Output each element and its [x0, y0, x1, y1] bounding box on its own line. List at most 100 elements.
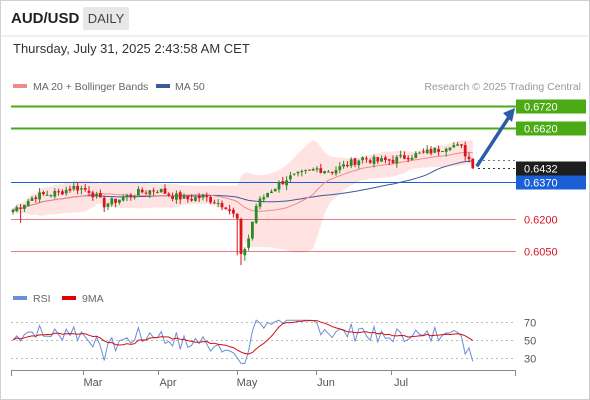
candle: [467, 152, 471, 163]
candle-body: [418, 152, 421, 154]
candle: [327, 169, 330, 173]
candle-body: [376, 157, 380, 162]
candle: [57, 188, 60, 196]
candle-body: [448, 147, 452, 151]
candle: [106, 202, 110, 211]
candle-body: [304, 170, 307, 172]
candle-body: [167, 193, 171, 196]
candle: [444, 147, 448, 157]
candle-body: [372, 156, 376, 164]
rsi-legend-label: RSI: [33, 293, 51, 305]
ma20-legend-swatch: [13, 84, 27, 88]
candle: [410, 154, 414, 161]
candle-body: [262, 197, 266, 200]
candle: [239, 217, 243, 266]
candle-body: [91, 192, 95, 198]
candle: [182, 193, 186, 200]
candle-body: [26, 200, 30, 206]
candle: [232, 207, 235, 218]
candle: [91, 190, 95, 201]
candle-body: [460, 144, 463, 146]
candle: [311, 167, 315, 171]
level-tag-target2: [516, 99, 586, 114]
candle: [281, 176, 285, 185]
candle: [201, 193, 205, 201]
rsi-level-label-30: 30: [524, 354, 536, 366]
candle: [262, 194, 266, 203]
candle-body: [357, 160, 361, 166]
candle-body: [273, 188, 277, 192]
candle-body: [15, 207, 19, 212]
candle: [64, 186, 68, 196]
candle: [437, 145, 440, 156]
candle-body: [319, 168, 323, 173]
candle: [45, 190, 49, 196]
candle: [399, 150, 402, 159]
candle: [175, 190, 178, 204]
candle-body: [384, 157, 387, 160]
candle: [148, 189, 152, 199]
candle-body: [349, 159, 353, 166]
candle-body: [353, 158, 357, 165]
candle: [452, 142, 456, 148]
candle-body: [395, 156, 399, 164]
candle-body: [140, 189, 144, 193]
candle-body: [258, 198, 262, 207]
candle: [368, 158, 372, 165]
candle: [133, 194, 136, 200]
candle: [315, 165, 319, 173]
candle-body: [399, 154, 402, 157]
x-axis-label-may: May: [237, 377, 258, 389]
candle: [152, 187, 155, 196]
candle: [334, 166, 338, 176]
candle: [68, 185, 72, 193]
bollinger-band-area: [13, 139, 473, 253]
candle-body: [452, 145, 456, 148]
candle-body: [425, 149, 429, 154]
candle: [205, 192, 209, 202]
candle-body: [300, 170, 304, 173]
candle: [87, 186, 91, 196]
candle-body: [235, 213, 239, 219]
candle: [463, 141, 467, 161]
candle: [209, 195, 212, 205]
level-tag-pivot: [516, 175, 586, 190]
candle: [296, 171, 300, 177]
candle: [53, 188, 57, 199]
candle-body: [346, 164, 349, 167]
candle: [49, 194, 53, 198]
forecast-arrow-shaft: [475, 116, 511, 168]
candle: [441, 150, 444, 152]
candle: [243, 247, 247, 261]
candle-body: [102, 197, 106, 208]
candle: [254, 203, 258, 225]
candle: [99, 189, 102, 198]
candle: [277, 180, 281, 193]
candle: [406, 155, 410, 163]
candle: [102, 195, 106, 213]
price-levels: [11, 105, 516, 252]
candle-body: [361, 157, 364, 161]
ma50-line: [12, 160, 473, 211]
candle-body: [163, 188, 167, 194]
candle: [346, 161, 349, 168]
x-axis-label-mar: Mar: [84, 377, 103, 389]
timeframe-button[interactable]: DAILY: [83, 7, 129, 30]
candle: [144, 190, 148, 195]
candle: [338, 162, 342, 174]
level-label-support2: 0.6050: [524, 247, 558, 259]
candle-body: [311, 169, 315, 171]
candle: [418, 151, 421, 154]
candle-body: [171, 196, 174, 199]
candle: [216, 199, 220, 208]
candle-body: [289, 175, 292, 180]
candle: [270, 189, 273, 194]
candle-body: [228, 209, 231, 211]
candle-body: [391, 159, 395, 163]
candle-body: [23, 204, 26, 209]
candle: [213, 199, 216, 204]
candle: [163, 184, 167, 194]
candle: [429, 146, 433, 156]
candle: [266, 192, 269, 198]
